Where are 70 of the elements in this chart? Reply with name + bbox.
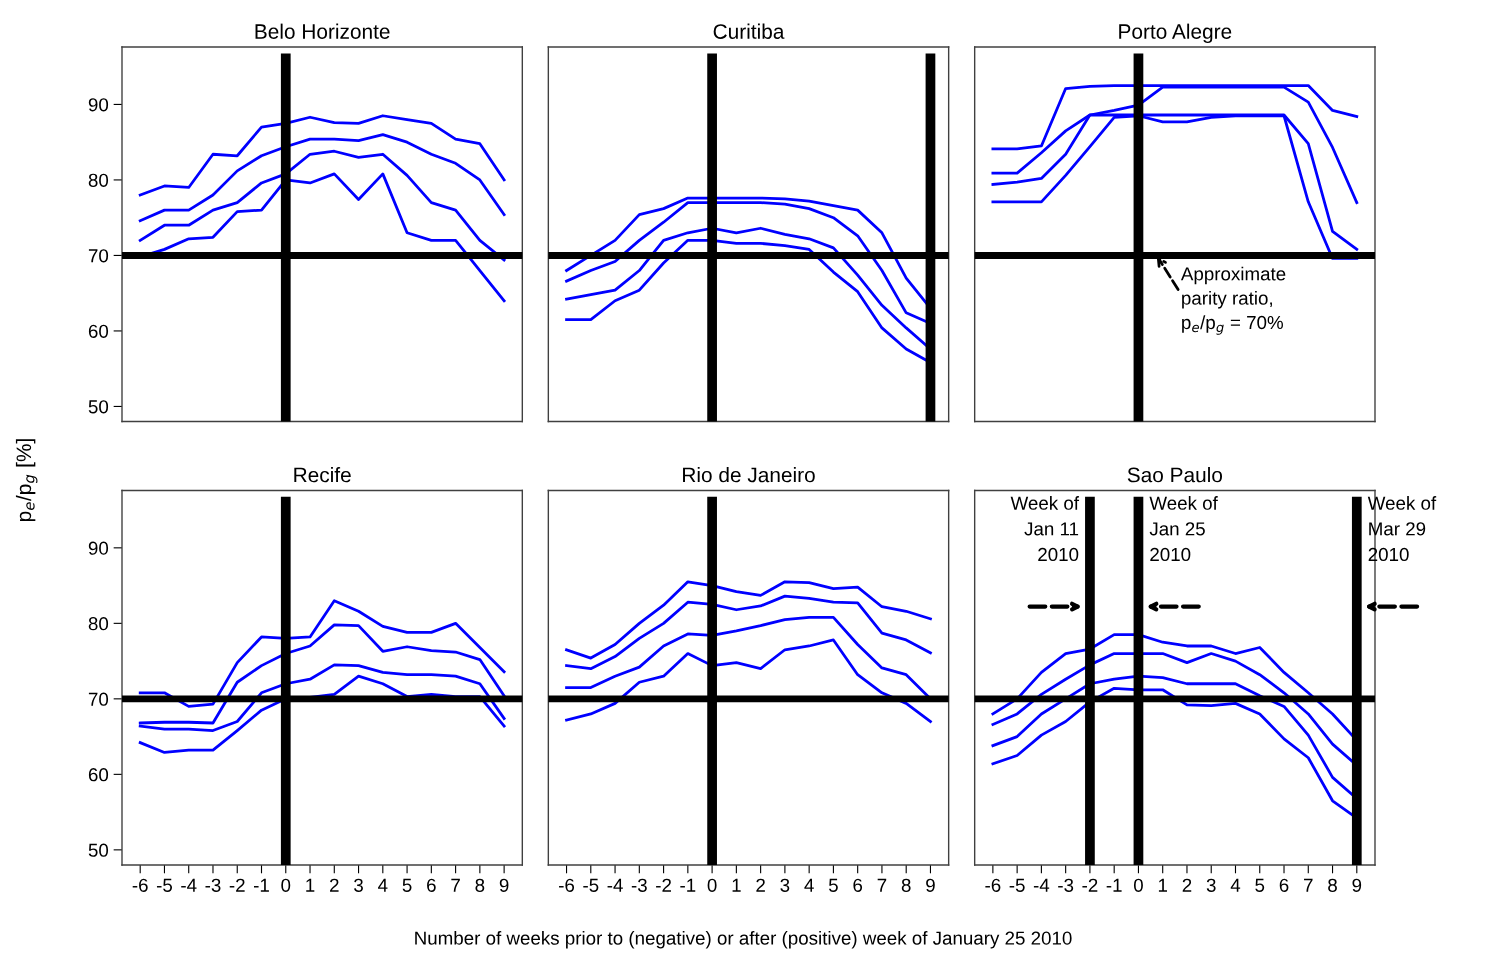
x-tick-label: 8	[901, 878, 911, 892]
x-tick-label: 6	[1279, 878, 1289, 892]
ref-line-label: Week of Jan 11 2010	[1010, 496, 1080, 562]
x-tick-label: 6	[853, 878, 863, 892]
x-tick-label: -4	[607, 878, 623, 892]
x-tick-label: -3	[631, 878, 647, 892]
y-tick-label: 60	[88, 768, 109, 782]
x-tick-label: 4	[378, 878, 388, 892]
x-tick-label: 5	[828, 878, 838, 892]
x-tick-label: 8	[1328, 878, 1337, 892]
x-tick-label: -6	[132, 878, 148, 892]
x-tick-label: -5	[1009, 878, 1025, 892]
x-tick-label: 5	[402, 878, 412, 892]
chart-title: Belo Horizonte	[255, 23, 390, 39]
x-tick-label: 9	[1352, 878, 1362, 892]
x-tick-label: -3	[205, 878, 221, 892]
y-tick-label: 50	[88, 400, 109, 414]
x-tick-label: -2	[229, 878, 245, 892]
y-axis-title: p$_{e}$/p$_{g}$ [%]	[15, 439, 38, 522]
x-tick-label: 7	[451, 878, 460, 892]
x-tick-label: -6	[559, 878, 575, 892]
x-tick-label: 1	[1158, 878, 1168, 892]
x-tick-label: 1	[306, 878, 315, 892]
y-tick-label: 90	[88, 98, 109, 112]
x-tick-label: -4	[181, 878, 197, 892]
chart-title: Porto Alegre	[1119, 23, 1232, 44]
x-tick-label: -4	[1033, 878, 1050, 892]
x-tick-label: -1	[1106, 878, 1122, 892]
x-tick-label: -5	[583, 878, 599, 892]
ref-line-label: Week of Mar 29 2010	[1367, 496, 1437, 562]
y-tick-label: 60	[88, 324, 109, 338]
annotation: Approximate parity ratio, p$_{e}$/p$_{g}$ = 70%	[1180, 266, 1286, 335]
y-tick-label: 80	[88, 617, 109, 631]
x-tick-label: -3	[1058, 878, 1074, 892]
x-tick-label: -1	[680, 878, 696, 892]
x-tick-label: 5	[1255, 878, 1265, 892]
chart-title: Recife	[294, 467, 351, 483]
chart-title: Rio de Janeiro	[683, 467, 815, 483]
x-tick-label: 8	[475, 878, 485, 892]
x-tick-label: 4	[804, 878, 814, 892]
chart-title: Curitiba	[713, 23, 785, 39]
x-tick-label: 7	[1304, 878, 1313, 892]
x-tick-label: 3	[354, 878, 363, 892]
chart-title: Sao Paulo	[1127, 467, 1223, 483]
x-tick-label: 3	[1206, 878, 1216, 892]
x-tick-label: 0	[707, 878, 717, 892]
x-tick-label: -5	[156, 878, 173, 892]
y-tick-label: 70	[88, 249, 109, 263]
x-tick-label: 9	[926, 878, 935, 892]
x-tick-label: 2	[1182, 878, 1192, 892]
x-tick-label: 0	[1133, 878, 1143, 892]
x-tick-label: 7	[877, 878, 887, 892]
ref-line-label: Week of Jan 25 2010	[1149, 496, 1218, 562]
x-tick-label: -2	[656, 878, 671, 892]
x-tick-label: 9	[499, 878, 509, 892]
x-tick-label: 2	[756, 878, 765, 892]
y-tick-label: 70	[88, 692, 109, 706]
x-tick-label: 0	[281, 878, 291, 892]
x-tick-label: 2	[330, 878, 339, 892]
x-tick-label: 4	[1230, 878, 1241, 892]
y-tick-label: 80	[88, 173, 109, 187]
y-tick-label: 90	[88, 541, 109, 555]
x-tick-label: 6	[427, 878, 436, 892]
x-axis-title: Number of weeks prior to (negative) or after (positive) week of January 25 2010	[415, 931, 1072, 949]
y-tick-label: 50	[88, 843, 109, 857]
x-tick-label: -2	[1082, 878, 1098, 892]
x-tick-label: 3	[780, 878, 790, 892]
x-tick-label: 1	[732, 878, 741, 892]
x-tick-label: -1	[254, 878, 269, 892]
x-tick-label: -6	[985, 878, 1001, 892]
